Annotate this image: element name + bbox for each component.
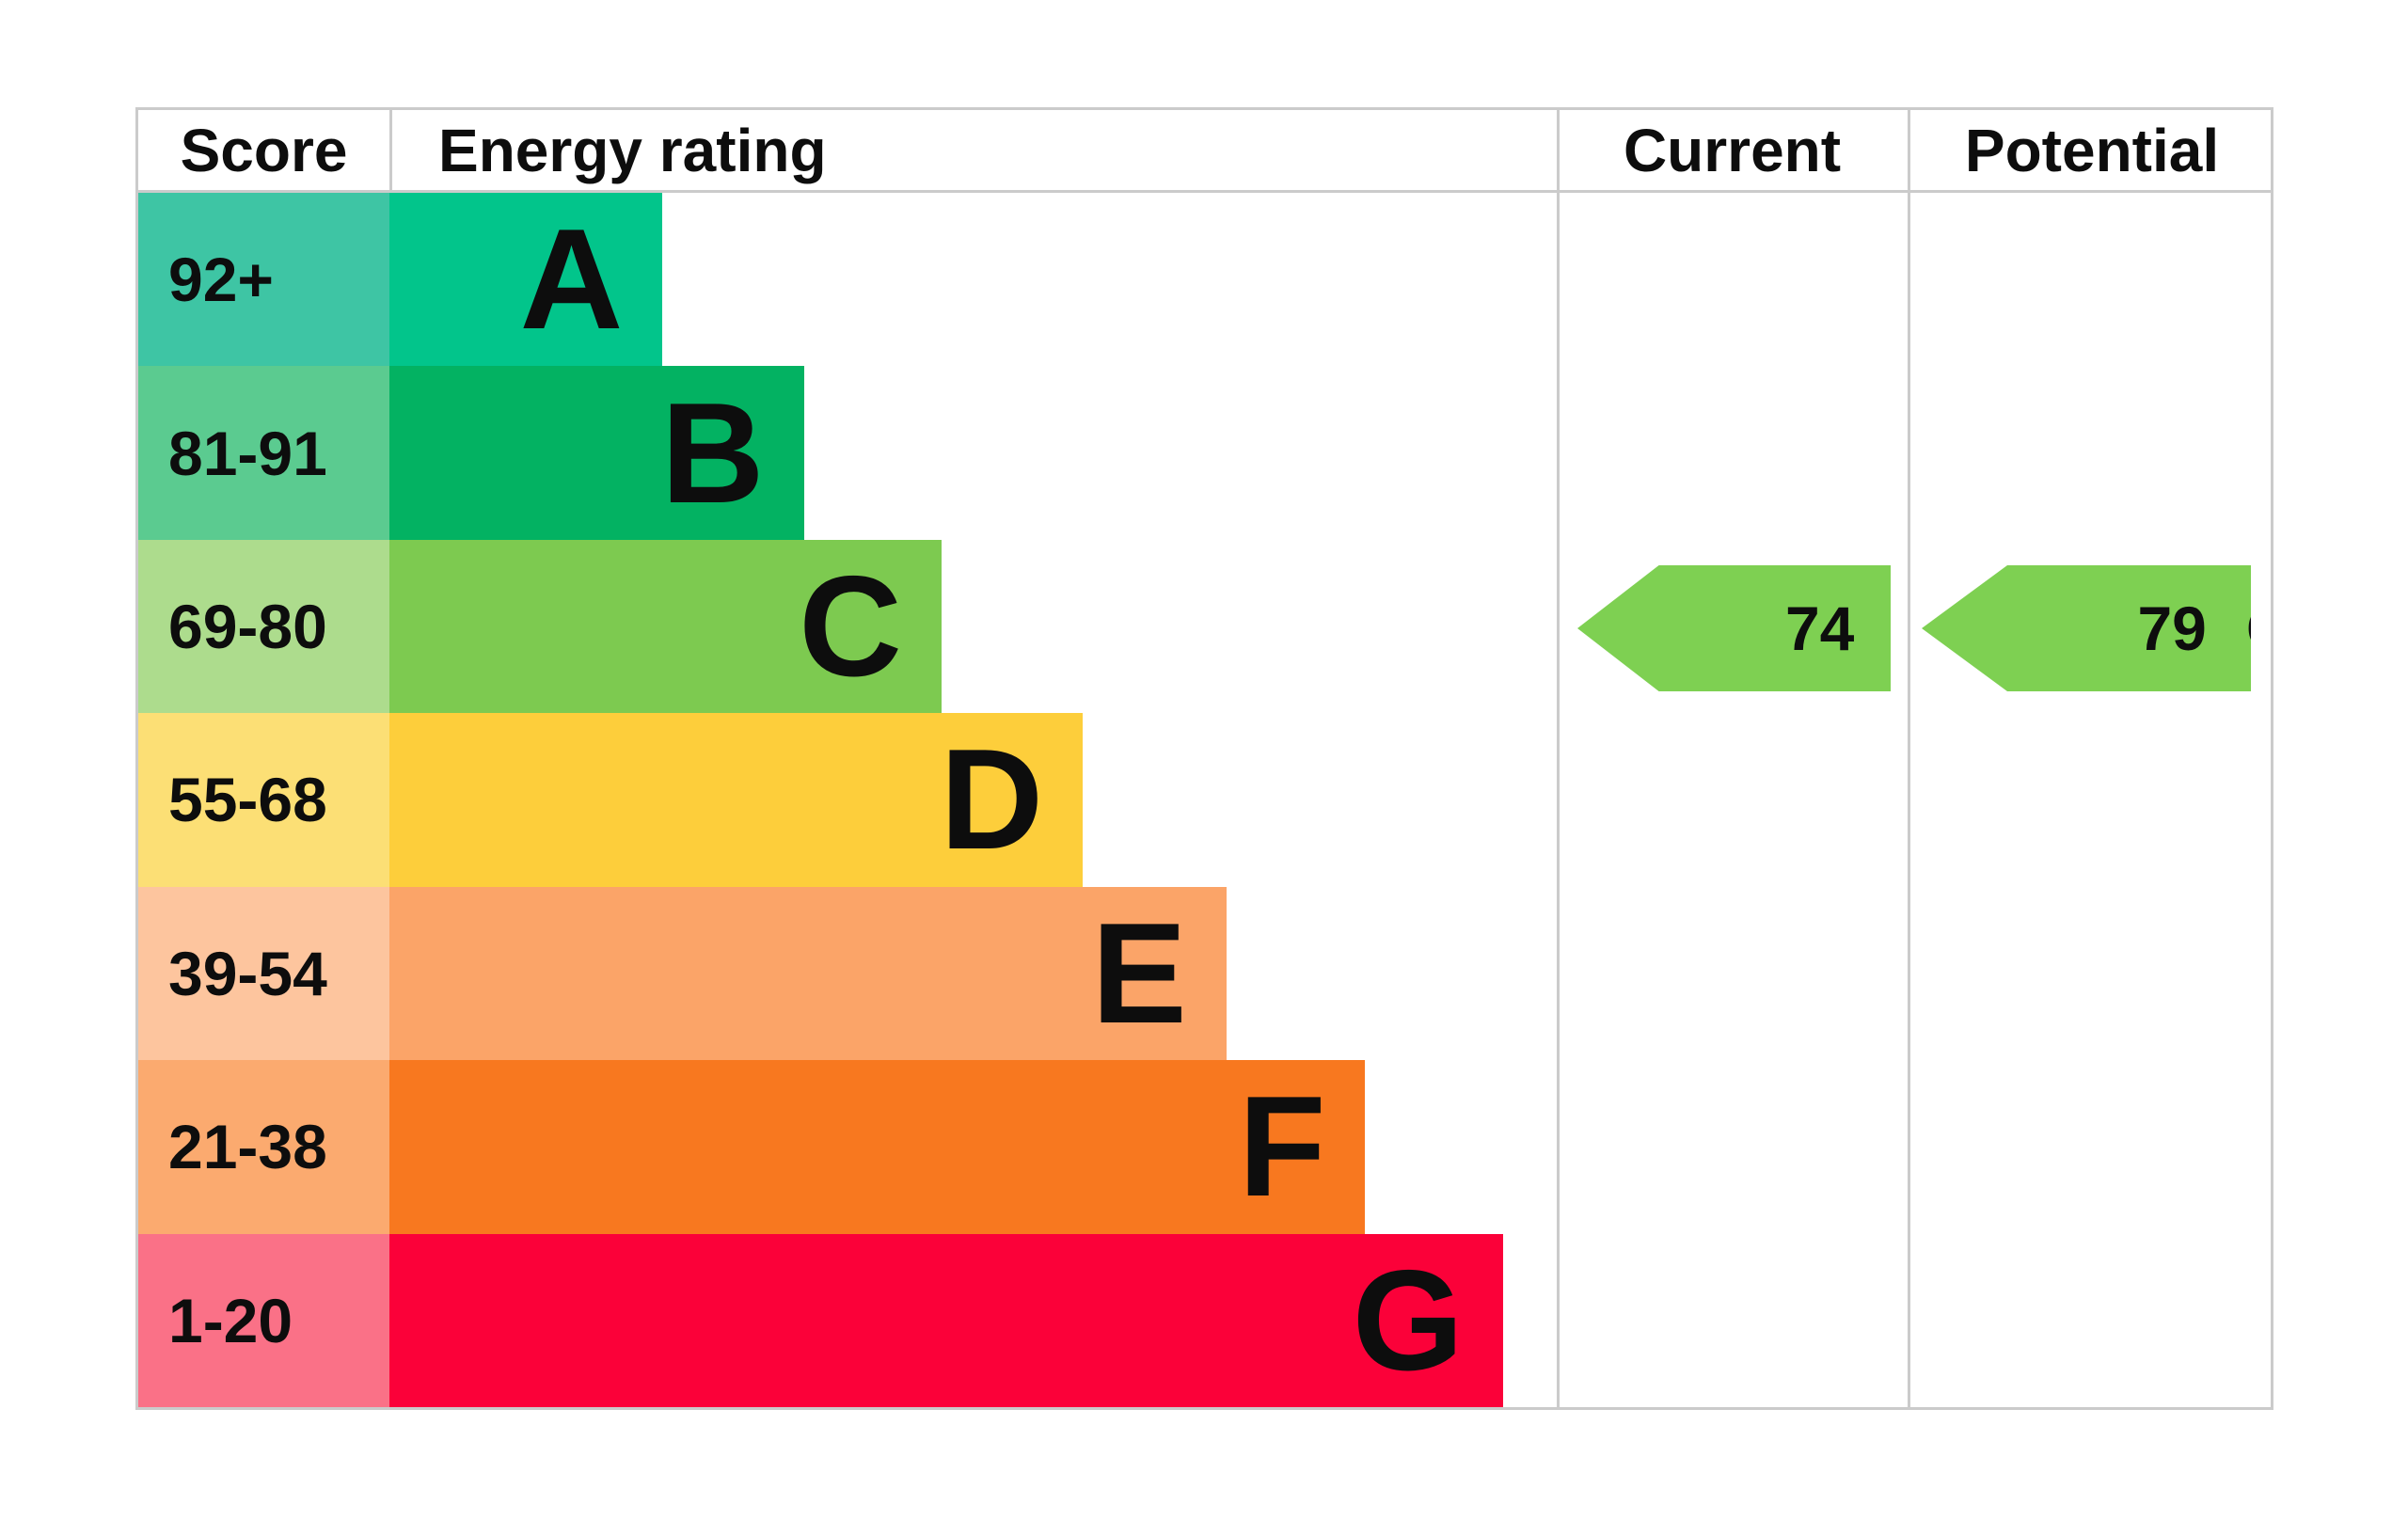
column-header-potential: Potential <box>1964 116 2220 184</box>
score-range-g: 1-20 <box>138 1233 389 1407</box>
band-row-f: 21-38 F <box>138 1060 2271 1234</box>
band-area-g: G <box>389 1233 1557 1407</box>
potential-rating-value: 79 <box>2137 594 2207 663</box>
potential-column-divider <box>1908 110 1910 1407</box>
band-bar-a: A <box>389 193 663 367</box>
band-row-a: 92+ A <box>138 193 2271 367</box>
potential-rating-arrow: 79 C <box>1922 565 2251 691</box>
band-row-d: 55-68 D <box>138 713 2271 887</box>
band-area-e: E <box>389 886 1557 1061</box>
band-bar-d: D <box>389 713 1084 887</box>
band-bar-f: F <box>389 1060 1366 1234</box>
score-range-d: 55-68 <box>138 713 389 887</box>
band-area-d: D <box>389 713 1557 887</box>
band-bar-g: G <box>389 1233 1503 1407</box>
score-range-c: 69-80 <box>138 539 389 714</box>
band-row-c: 69-80 C <box>138 539 2271 714</box>
band-bar-b: B <box>389 366 804 540</box>
band-row-b: 81-91 B <box>138 366 2271 540</box>
band-bar-c: C <box>389 539 942 714</box>
band-row-g: 1-20 G <box>138 1233 2271 1407</box>
band-bar-e: E <box>389 886 1227 1061</box>
band-area-a: A <box>389 193 1557 367</box>
current-column-divider <box>1557 110 1560 1407</box>
band-area-c: C <box>389 539 1557 714</box>
header-divider-line <box>138 190 2271 193</box>
score-range-a: 92+ <box>138 193 389 367</box>
column-header-current: Current <box>1623 116 1842 184</box>
column-header-score: Score <box>180 116 348 184</box>
epc-table: Score Energy rating Current Potential 92… <box>135 107 2273 1410</box>
current-rating-value: 74 <box>1784 594 1855 663</box>
band-area-b: B <box>389 366 1557 540</box>
band-area-f: F <box>389 1060 1557 1234</box>
score-range-e: 39-54 <box>138 886 389 1061</box>
score-range-b: 81-91 <box>138 366 389 540</box>
potential-rating-band: C <box>2245 594 2291 663</box>
band-rows: 92+ A 81-91 B 69-80 C 55-68 <box>138 193 2271 1407</box>
score-column-divider <box>389 110 392 190</box>
band-row-e: 39-54 E <box>138 886 2271 1061</box>
score-range-f: 21-38 <box>138 1060 389 1234</box>
column-header-energy-rating: Energy rating <box>438 116 827 184</box>
